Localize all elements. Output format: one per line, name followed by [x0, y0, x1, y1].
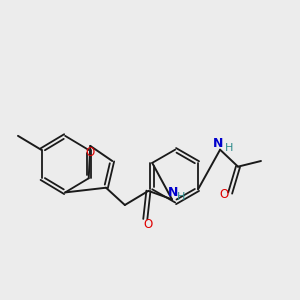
Text: H: H: [177, 192, 185, 202]
Text: N: N: [213, 137, 224, 150]
Text: O: O: [220, 188, 229, 201]
Text: N: N: [167, 186, 178, 199]
Text: O: O: [143, 218, 152, 231]
Text: O: O: [86, 146, 95, 159]
Text: H: H: [225, 143, 233, 153]
